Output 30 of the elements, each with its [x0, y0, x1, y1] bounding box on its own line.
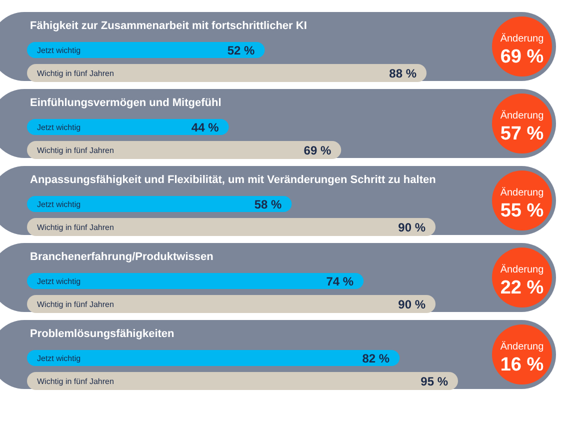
y-tick-label: Fähigkeit zur Zusammenarbeit mit fortschrittlicher KI — [30, 20, 307, 32]
text: Wichtig in fünf Jahren — [37, 377, 114, 386]
text: Wichtig in fünf Jahren — [37, 146, 114, 155]
data-label: 95 % — [420, 374, 448, 388]
y-tick-label: Einfühlungsvermögen und Mitgefühl — [30, 97, 222, 109]
text: Änderung 16 % — [500, 340, 544, 376]
text: Jetzt wichtig — [37, 200, 81, 209]
text: Wichtig in fünf Jahren — [37, 223, 114, 232]
y-tick-label: Anpassungsfähigkeit und Flexibilität, um mit Veränderungen Schritt zu halten — [30, 174, 436, 186]
text: Wichtig in fünf Jahren — [37, 300, 114, 309]
text: Änderung 22 % — [500, 264, 544, 298]
series-label: Jetzt wichtig — [37, 46, 81, 55]
y-tick-label: Branchenerfahrung/Produktwissen — [30, 251, 214, 263]
data-label: 88 % — [389, 66, 417, 80]
data-label: 52 % — [227, 44, 256, 58]
text: Jetzt wichtig — [37, 123, 81, 132]
data-label: 44 % — [191, 120, 220, 134]
data-label: 58 % — [254, 198, 282, 212]
data-label: 69 % — [304, 144, 332, 158]
data-label: 74 % — [326, 274, 354, 288]
y-tick-label: Problemlösungsfähigkeiten — [30, 328, 175, 340]
text: Änderung 69 % — [500, 32, 544, 68]
text: Jetzt wichtig — [37, 277, 81, 286]
data-label: 90 % — [398, 298, 426, 312]
text: Änderung 57 % — [500, 110, 544, 144]
series-label: Wichtig in fünf Jahren — [37, 69, 114, 78]
data-label: 82 % — [362, 352, 390, 366]
text: Änderung 55 % — [500, 186, 544, 222]
data-label: 90 % — [398, 220, 426, 234]
text: Jetzt wichtig — [37, 354, 81, 363]
